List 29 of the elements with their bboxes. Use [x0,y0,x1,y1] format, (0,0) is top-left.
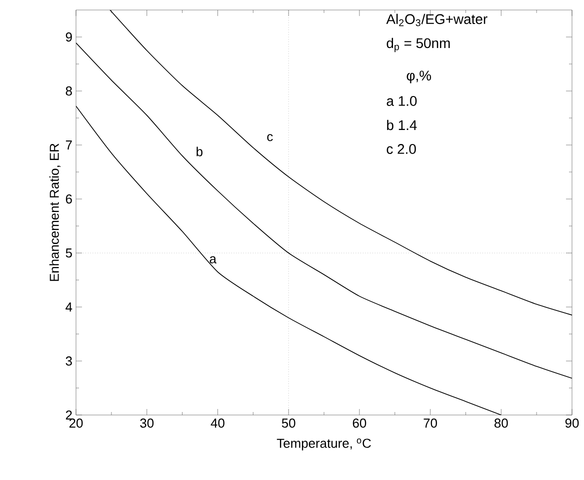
annotation: c 2.0 [386,144,416,154]
y-tick-label: 6 [66,194,72,204]
series-label: a [210,256,216,264]
line-series [110,10,572,316]
x-tick-label: 50 [282,418,296,428]
y-tick-label: 7 [66,140,72,150]
x-tick-label: 60 [352,418,366,428]
annotation: a 1.0 [386,96,417,106]
x-tick-label: 80 [494,418,508,428]
x-tick-label: 30 [140,418,154,428]
annotation: d$_{p}$ = 50nm [386,38,450,52]
x-tick-label: 40 [210,418,224,428]
annotation: φ,% [406,70,432,84]
y-tick-label: 8 [66,86,72,96]
y-tick-label: 4 [66,302,72,312]
series-label: b [196,146,202,156]
x-tick-label: 90 [565,418,579,428]
y-tick-label: 3 [66,356,72,366]
x-tick-label: 70 [424,418,437,428]
series-label: c [267,134,273,142]
annotation: b 1.4 [387,120,417,130]
x-axis-title: Temperature, $^{o}$C [276,438,371,450]
line-series [76,106,502,415]
y-tick-label: 5 [66,248,72,258]
y-tick-label: 2 [66,410,72,420]
y-axis-title: Enhancement Ratio, ER [49,144,60,281]
annotation: Al$_{2}$O$_{3}$/EG+water [386,14,488,26]
y-tick-label: 9 [66,32,72,42]
x-tick-label: 20 [69,418,83,428]
